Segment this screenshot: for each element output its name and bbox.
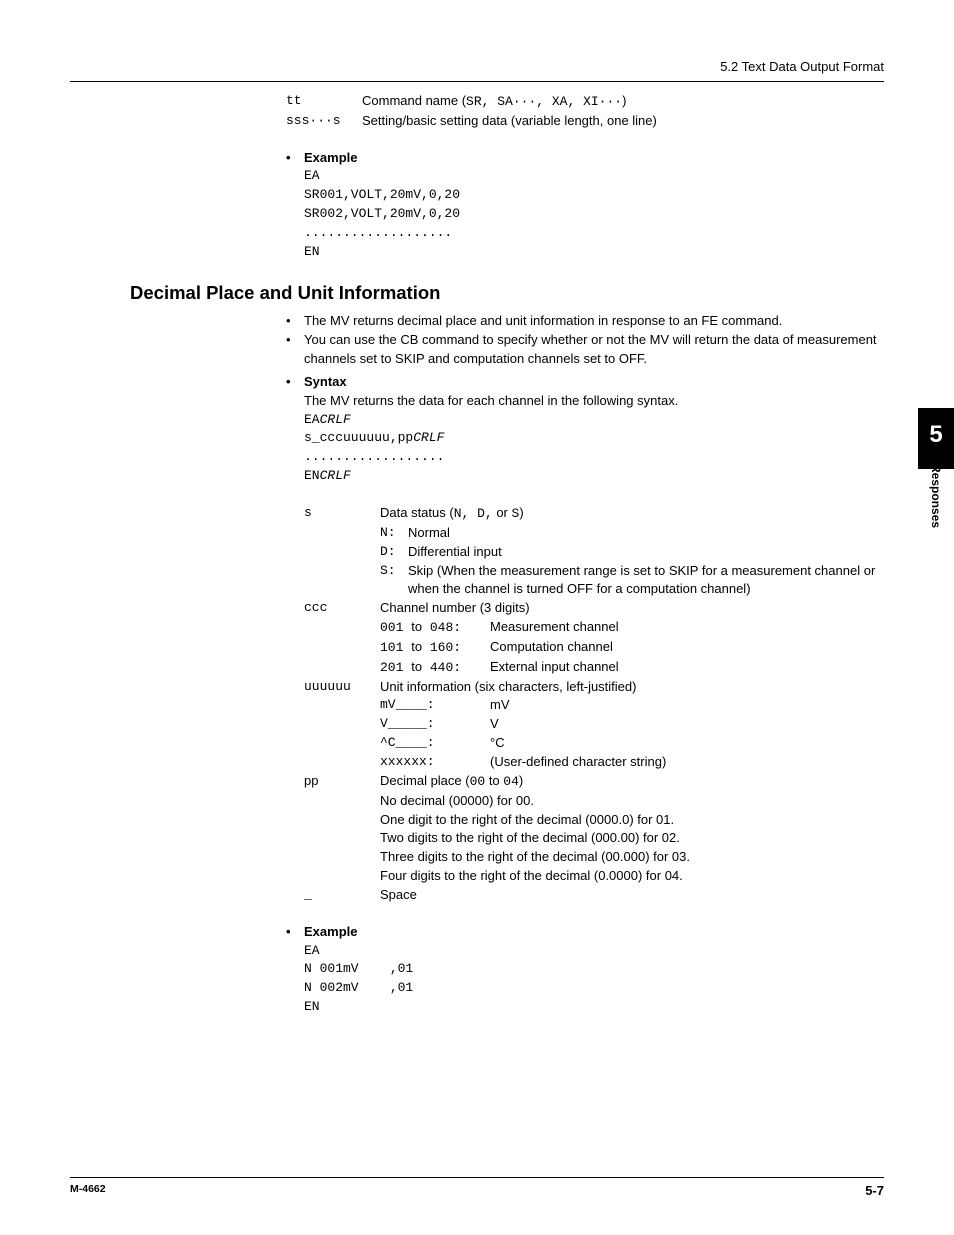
param-label: Decimal place (00 to 04) (380, 772, 884, 792)
param-key: sss···s (286, 112, 362, 131)
bullet-icon: • (286, 312, 304, 331)
param-label: Unit information (six characters, left-j… (380, 678, 884, 697)
param-label: Data status (N, D, or S) (380, 504, 884, 524)
section-bullets: • The MV returns decimal place and unit … (286, 312, 884, 1017)
footer-right: 5-7 (865, 1182, 884, 1201)
param-label: Space (380, 886, 884, 905)
param-body: Setting/basic setting data (variable len… (362, 112, 884, 131)
bullet-icon: • (286, 149, 304, 168)
param-key: tt (286, 92, 362, 111)
chapter-side-label: Responses (927, 464, 944, 528)
param-key: _ (304, 886, 380, 905)
page-header: 5.2 Text Data Output Format (70, 58, 884, 82)
code-block: EA SR001,VOLT,20mV,0,20 SR002,VOLT,20mV,… (304, 167, 884, 261)
param-label: Channel number (3 digits) (380, 599, 884, 618)
param-body: Command name (SR, SA···, XA, XI···) (362, 92, 884, 112)
example-block: • Example EA SR001,VOLT,20mV,0,20 SR002,… (286, 149, 884, 262)
syntax-intro: The MV returns the data for each channel… (304, 392, 884, 411)
param-key: s (304, 504, 380, 523)
bullet-text: The MV returns decimal place and unit in… (304, 312, 782, 331)
param-key: ccc (304, 599, 380, 618)
footer-left: M-4662 (70, 1182, 106, 1201)
bullet-icon: • (286, 373, 304, 392)
top-params: tt Command name (SR, SA···, XA, XI···) s… (286, 92, 884, 131)
code-block: EA N 001mV ,01 N 002mV ,01 EN (304, 942, 884, 1017)
param-table: s Data status (N, D, or S) N:Normal D:Di… (304, 504, 884, 905)
chapter-number: 5 (929, 421, 942, 448)
param-key: uuuuuu (304, 678, 380, 697)
chapter-tab: 5 (918, 408, 954, 469)
example-heading: Example (304, 923, 357, 942)
bullet-text: You can use the CB command to specify wh… (304, 331, 884, 369)
bullet-icon: • (286, 923, 304, 942)
breadcrumb: 5.2 Text Data Output Format (720, 59, 884, 74)
param-key: pp (304, 772, 380, 791)
syntax-code: EACRLF s_cccuuuuuu,ppCRLF ..............… (304, 411, 884, 486)
page-footer: M-4662 5-7 (70, 1177, 884, 1201)
example-heading: Example (304, 149, 357, 168)
syntax-heading: Syntax (304, 373, 347, 392)
section-heading: Decimal Place and Unit Information (130, 280, 884, 307)
bullet-icon: • (286, 331, 304, 350)
